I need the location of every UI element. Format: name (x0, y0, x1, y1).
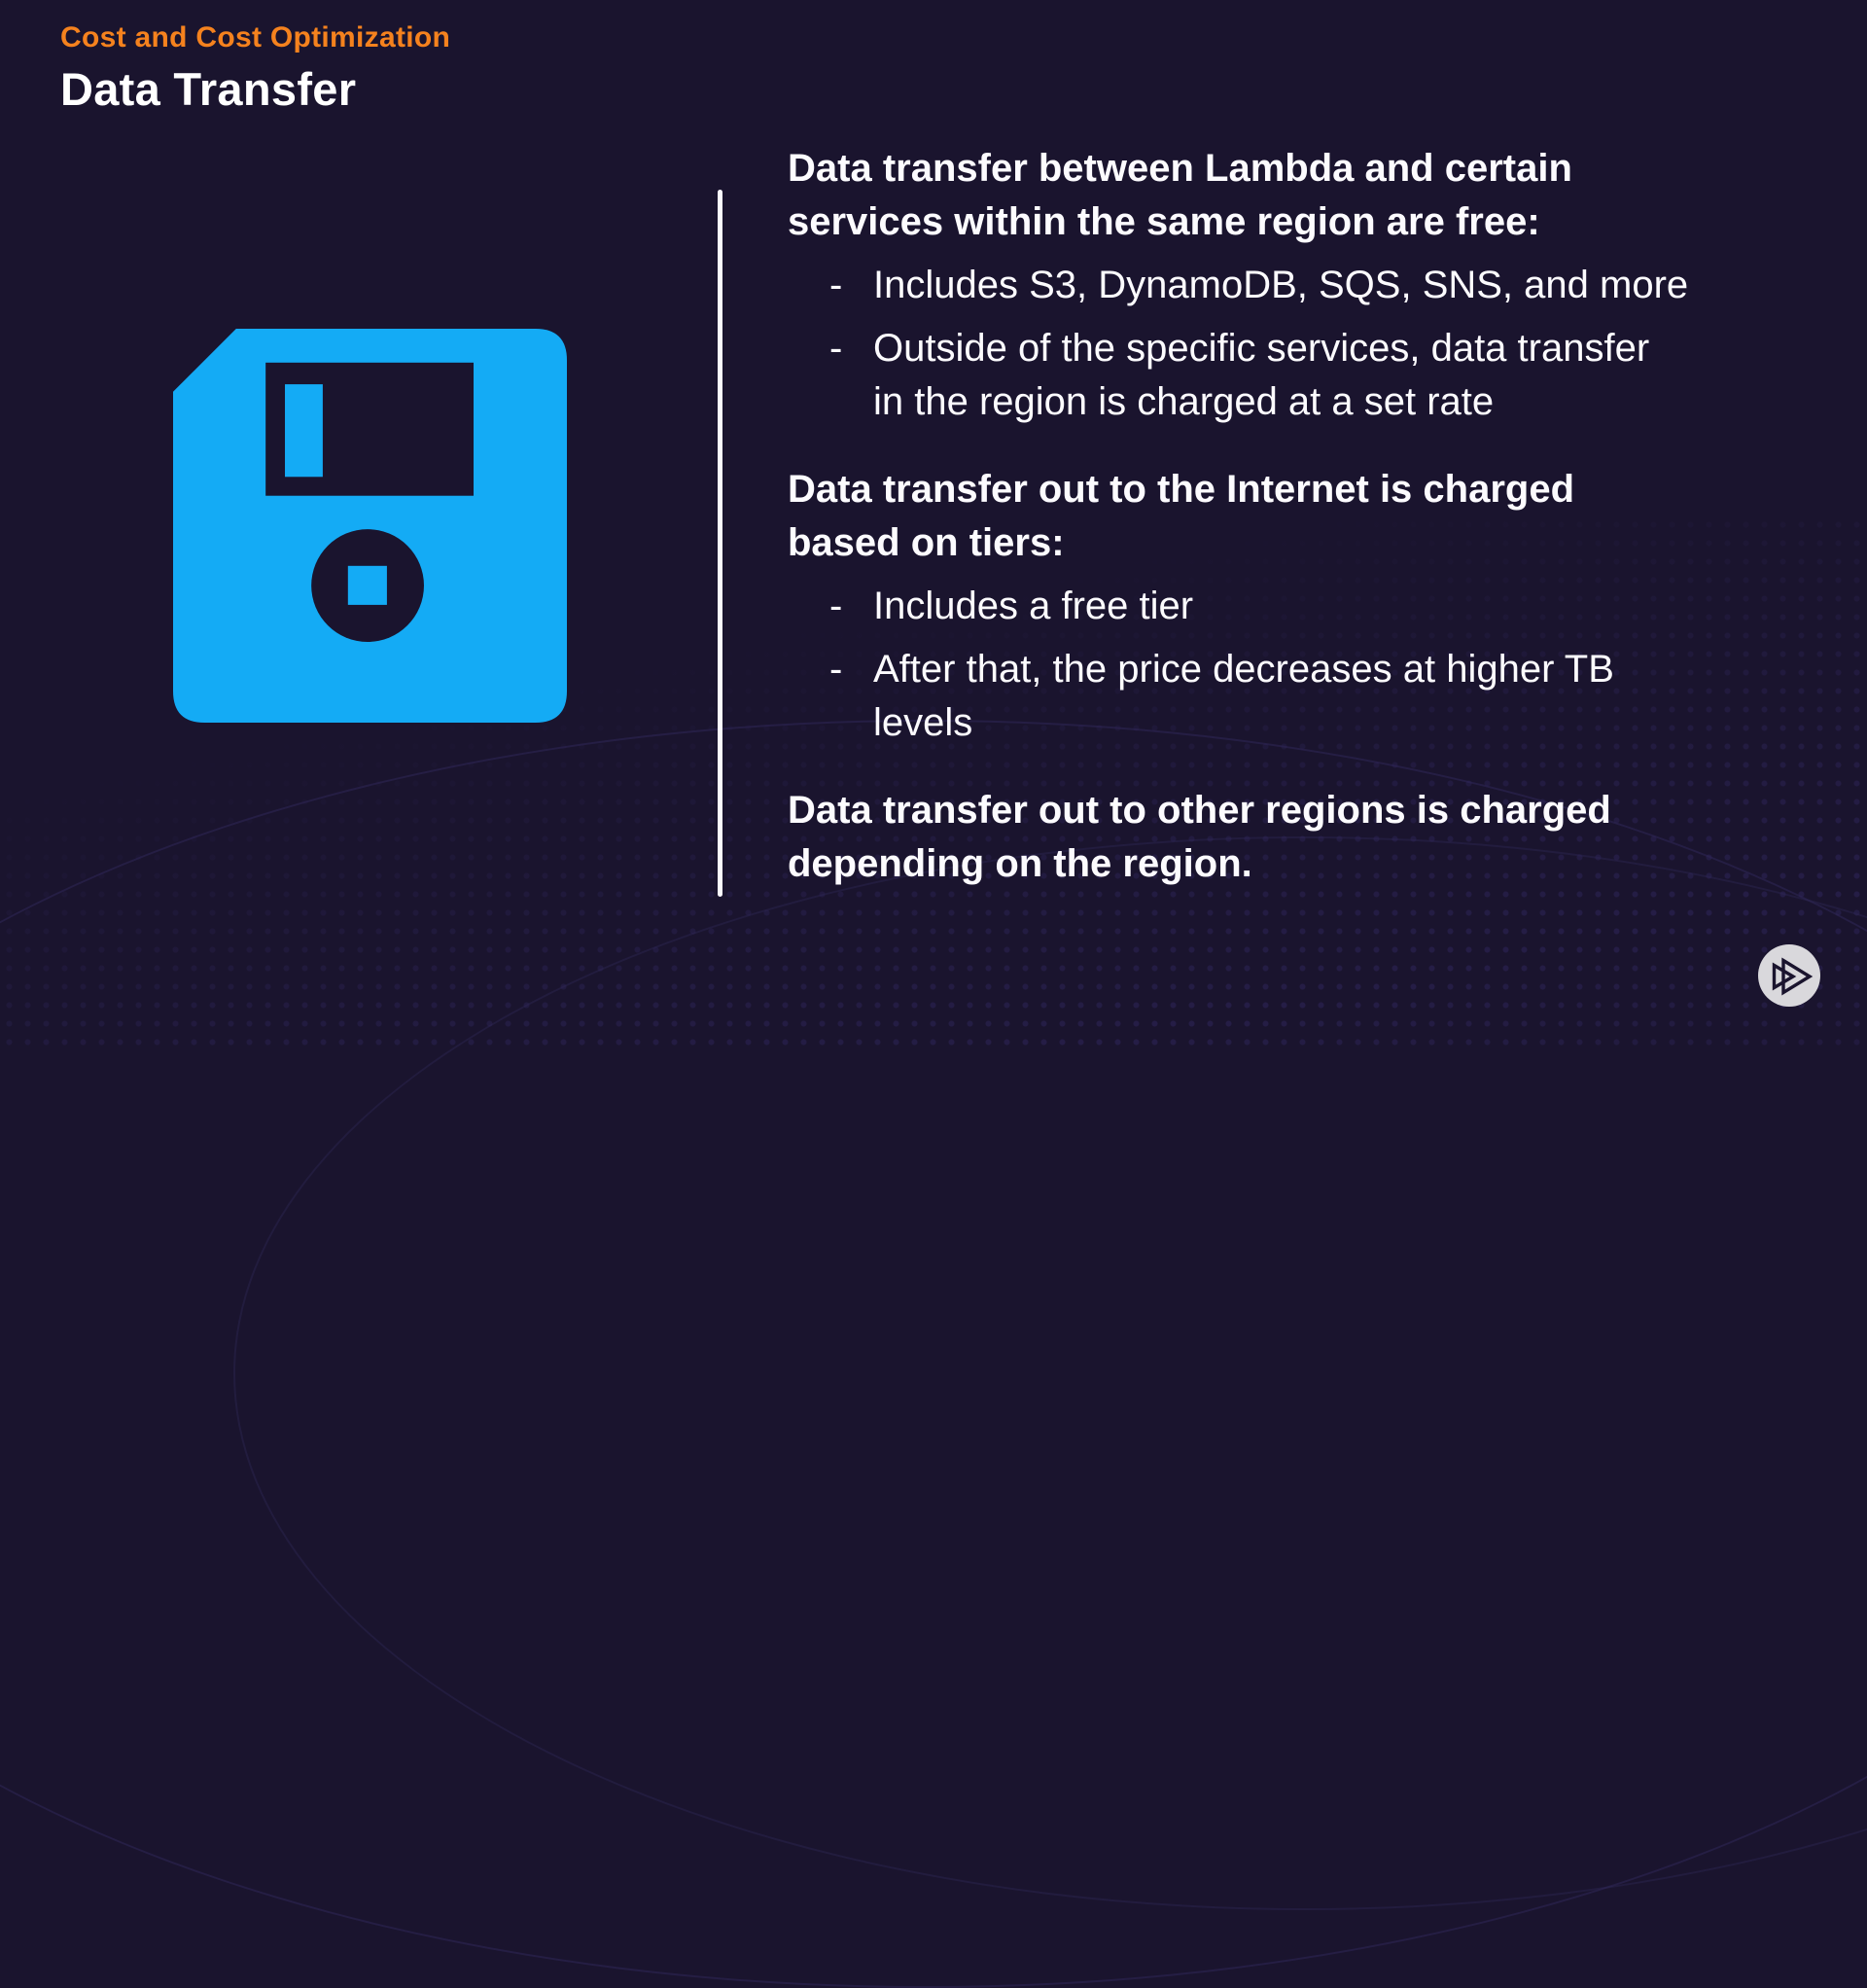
slide: Cost and Cost Optimization Data Transfer… (0, 21, 1867, 1988)
paragraph-other-regions: Data transfer out to other regions is ch… (788, 789, 1611, 885)
bullet-dash: - (829, 648, 843, 691)
paragraph-region-free: Data transfer between Lambda and certain… (788, 147, 1572, 243)
floppy-disk-icon (173, 329, 567, 723)
bullet-dash: - (829, 264, 843, 306)
bullet-item: - Includes a free tier (788, 580, 1799, 633)
divider (718, 190, 722, 897)
pluralsight-play-logo-icon (1758, 944, 1820, 1007)
bullet-dash: - (829, 327, 843, 370)
page-title: Data Transfer (60, 63, 357, 115)
bullet-item: - Includes S3, DynamoDB, SQS, SNS, and m… (788, 259, 1799, 312)
slide-body: Data transfer between Lambda and certain… (788, 142, 1799, 891)
bullet-item: - Outside of the specific services, data… (788, 322, 1799, 429)
bullet-item: - After that, the price decreases at hig… (788, 643, 1799, 750)
bullet-dash: - (829, 585, 843, 627)
module-title: Cost and Cost Optimization (60, 21, 451, 53)
paragraph-internet-tiers: Data transfer out to the Internet is cha… (788, 468, 1575, 564)
